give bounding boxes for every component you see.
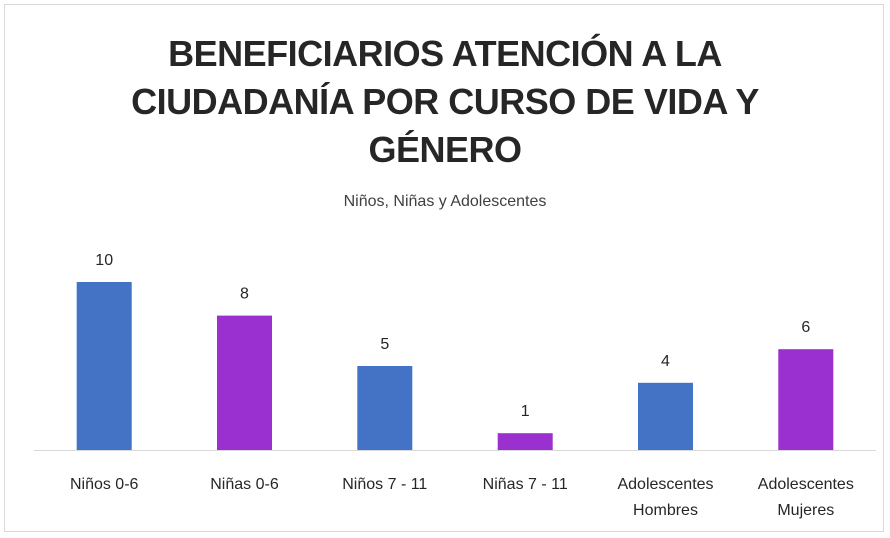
data-label-2: 5 xyxy=(380,336,389,353)
chart-title-line-3: GÉNERO xyxy=(368,129,522,170)
bar-0 xyxy=(76,282,132,450)
category-label-5: Adolescentes Mujeres xyxy=(758,476,854,519)
bar-3 xyxy=(497,433,553,450)
data-label-4: 4 xyxy=(661,353,670,370)
chart-title-line-2: CIUDADANÍA POR CURSO DE VIDA Y xyxy=(131,81,759,122)
chart-title-line-1: BENEFICIARIOS ATENCIÓN A LA xyxy=(168,33,722,74)
category-label-4: Adolescentes Hombres xyxy=(617,476,713,519)
chart-subtitle: Niños, Niñas y Adolescentes xyxy=(343,193,547,210)
bar-5 xyxy=(778,349,834,450)
bar-1 xyxy=(217,315,272,450)
bar-4 xyxy=(638,382,693,450)
category-label-3: Niñas 7 - 11 xyxy=(483,476,568,493)
category-label-1: Niñas 0-6 xyxy=(210,476,279,493)
bar-2 xyxy=(357,366,413,450)
data-label-0: 10 xyxy=(95,252,113,269)
category-label-0: Niños 0-6 xyxy=(70,476,139,493)
chart-frame xyxy=(4,4,884,532)
data-label-3: 1 xyxy=(521,403,530,420)
chart-title: BENEFICIARIOS ATENCIÓN A LA CIUDADANÍA P… xyxy=(0,30,890,174)
data-label-5: 6 xyxy=(801,319,810,336)
category-label-2: Niños 7 - 11 xyxy=(342,476,427,493)
data-label-1: 8 xyxy=(240,286,249,303)
